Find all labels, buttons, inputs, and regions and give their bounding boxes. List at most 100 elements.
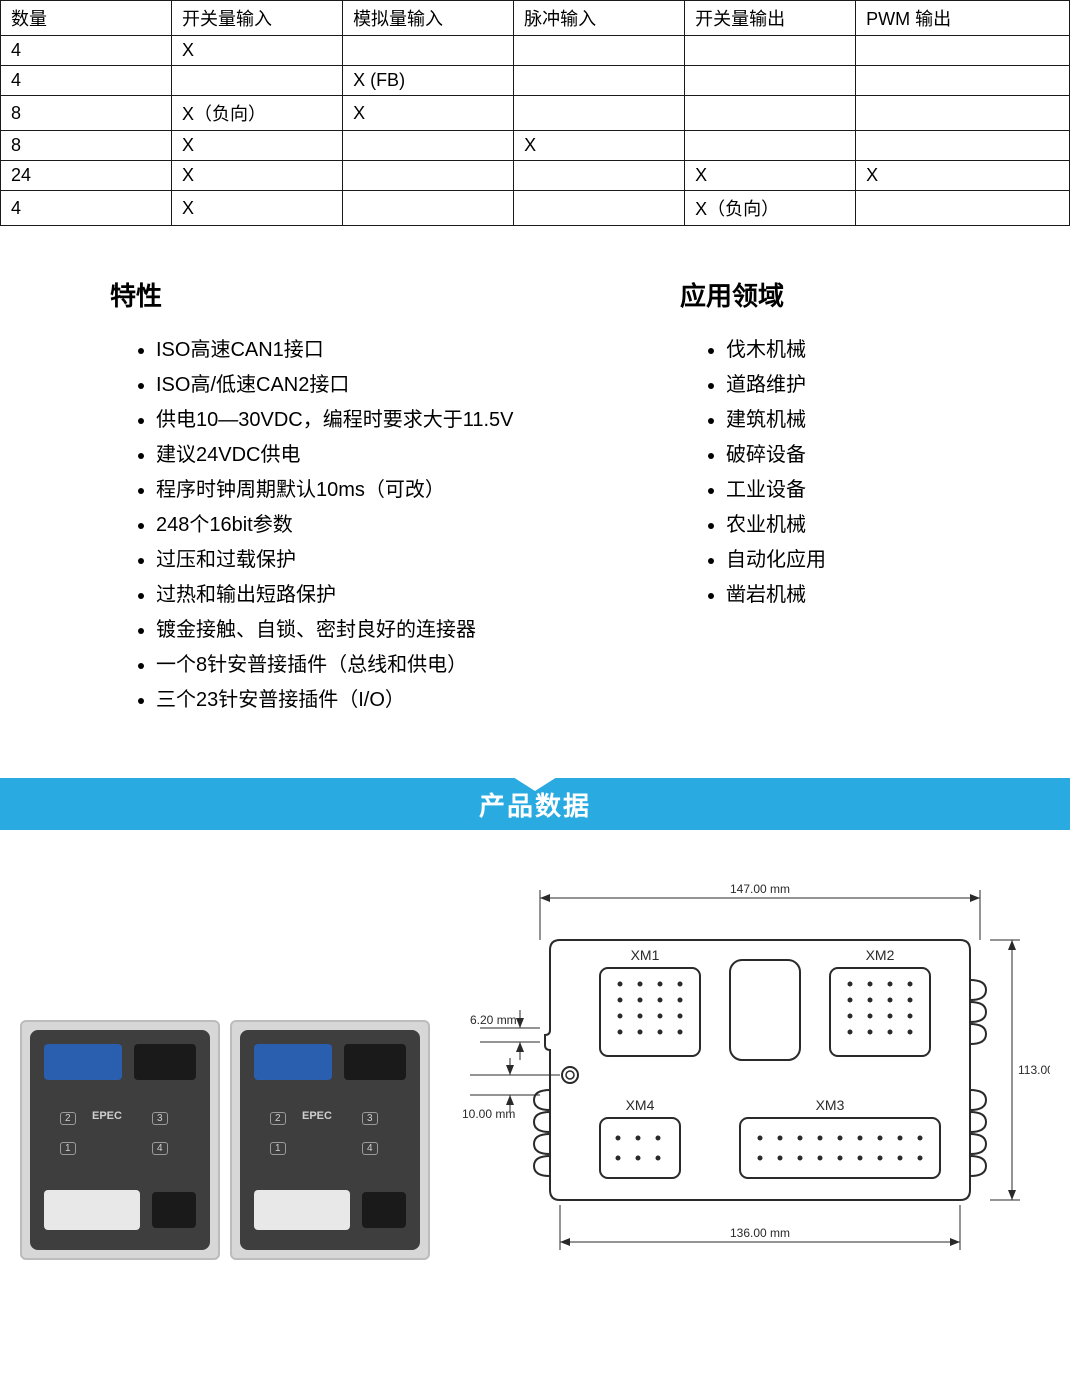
fins-left-icon: [534, 1090, 550, 1176]
table-row: 8X（负向）X: [1, 96, 1070, 131]
list-item: 供电10—30VDC，编程时要求大于11.5V: [156, 403, 600, 438]
list-item: 建筑机械: [726, 403, 980, 438]
table-cell: [343, 131, 514, 161]
table-cell: [514, 66, 685, 96]
applications-title: 应用领域: [680, 276, 980, 313]
table-cell: 4: [1, 191, 172, 226]
table-header-cell: 开关量输入: [172, 1, 343, 36]
connector-blue-icon: [254, 1044, 332, 1080]
connector-black-icon: [344, 1044, 406, 1080]
dim-outer-width: 147.00 mm: [730, 882, 790, 896]
table-header-cell: 开关量输出: [685, 1, 856, 36]
table-cell: [343, 161, 514, 191]
connector-white-icon: [44, 1190, 140, 1230]
table-cell: X: [172, 191, 343, 226]
table-cell: [856, 66, 1070, 96]
body-outline: [545, 940, 970, 1200]
table-row: 4X: [1, 36, 1070, 66]
table-cell: [685, 131, 856, 161]
table-cell: 4: [1, 66, 172, 96]
table-cell: [514, 36, 685, 66]
device-body: 2 3 1 4 EPEC: [30, 1030, 210, 1250]
table-cell: [514, 161, 685, 191]
list-item: 过压和过载保护: [156, 543, 600, 578]
dim-inner-width: 136.00 mm: [730, 1226, 790, 1240]
dim-hole-offset: 10.00 mm: [462, 1107, 515, 1121]
list-item: 自动化应用: [726, 543, 980, 578]
num-label: 4: [362, 1142, 378, 1155]
connector-small-icon: [362, 1192, 406, 1228]
table-cell: X: [856, 161, 1070, 191]
xm1-label: XM1: [631, 947, 660, 963]
dim-outer-height: 113.00 mm: [1018, 1063, 1050, 1077]
io-table: 数量开关量输入模拟量输入脉冲输入开关量输出PWM 输出 4X4X (FB)8X（…: [0, 0, 1070, 226]
product-photos: 2 3 1 4 EPEC 2 3 1 4 EPEC: [20, 1020, 430, 1260]
list-item: 伐木机械: [726, 333, 980, 368]
table-header-cell: PWM 输出: [856, 1, 1070, 36]
list-item: 建议24VDC供电: [156, 438, 600, 473]
num-label: 1: [60, 1142, 76, 1155]
brand-label: EPEC: [92, 1110, 122, 1122]
xm3-label: XM3: [816, 1097, 845, 1113]
table-cell: 8: [1, 96, 172, 131]
table-cell: X (FB): [343, 66, 514, 96]
table-cell: X: [685, 161, 856, 191]
connector-white-icon: [254, 1190, 350, 1230]
center-block: [730, 960, 800, 1060]
list-item: 道路维护: [726, 368, 980, 403]
table-cell: X: [343, 96, 514, 131]
list-item: 程序时钟周期默认10ms（可改）: [156, 473, 600, 508]
brand-label: EPEC: [302, 1110, 332, 1122]
dimension-diagram: 147.00 mm XM1: [460, 860, 1050, 1260]
device-body: 2 3 1 4 EPEC: [240, 1030, 420, 1250]
product-area: 2 3 1 4 EPEC 2 3 1 4 EPEC: [0, 830, 1070, 1260]
table-cell: [343, 36, 514, 66]
table-cell: [856, 131, 1070, 161]
xm3-pins-icon: [758, 1136, 923, 1161]
table-cell: [685, 66, 856, 96]
product-data-banner: 产品数据: [0, 778, 1070, 830]
list-item: ISO高速CAN1接口: [156, 333, 600, 368]
table-cell: X: [172, 131, 343, 161]
xm1-connector: [600, 968, 700, 1056]
table-cell: X（负向）: [172, 96, 343, 131]
table-header-row: 数量开关量输入模拟量输入脉冲输入开关量输出PWM 输出: [1, 1, 1070, 36]
dimension-svg: 147.00 mm XM1: [460, 860, 1050, 1260]
table-cell: X（负向）: [685, 191, 856, 226]
list-item: 三个23针安普接插件（I/O）: [156, 683, 600, 718]
xm2-label: XM2: [866, 947, 895, 963]
table-cell: [172, 66, 343, 96]
num-label: 2: [60, 1112, 76, 1125]
fins-right-icon: [970, 980, 986, 1176]
connector-black-icon: [134, 1044, 196, 1080]
xm1-pins-icon: [618, 982, 683, 1035]
table-cell: [514, 191, 685, 226]
xm2-pins-icon: [848, 982, 913, 1035]
table-cell: 8: [1, 131, 172, 161]
list-item: 过热和输出短路保护: [156, 578, 600, 613]
table-row: 8XX: [1, 131, 1070, 161]
xm2-connector: [830, 968, 930, 1056]
table-row: 4X X（负向）: [1, 191, 1070, 226]
xm4-connector: [600, 1118, 680, 1178]
applications-list: 伐木机械道路维护建筑机械破碎设备工业设备农业机械自动化应用凿岩机械: [680, 333, 980, 613]
device-photo-right: 2 3 1 4 EPEC: [230, 1020, 430, 1260]
list-item: 镀金接触、自锁、密封良好的连接器: [156, 613, 600, 648]
table-body: 4X4X (FB)8X（负向）X8XX24XXX4XX（负向）: [1, 36, 1070, 226]
features-title: 特性: [110, 276, 600, 313]
lists-section: 特性 ISO高速CAN1接口ISO高/低速CAN2接口供电10—30VDC，编程…: [0, 226, 1070, 768]
features-column: 特性 ISO高速CAN1接口ISO高/低速CAN2接口供电10—30VDC，编程…: [110, 276, 600, 718]
table-cell: 24: [1, 161, 172, 191]
num-label: 3: [152, 1112, 168, 1125]
num-label: 3: [362, 1112, 378, 1125]
table-cell: [685, 36, 856, 66]
table-cell: [856, 36, 1070, 66]
table-cell: [856, 191, 1070, 226]
num-label: 1: [270, 1142, 286, 1155]
table-cell: [685, 96, 856, 131]
table-row: 24XXX: [1, 161, 1070, 191]
table-cell: X: [514, 131, 685, 161]
table-row: 4 X (FB): [1, 66, 1070, 96]
list-item: ISO高/低速CAN2接口: [156, 368, 600, 403]
mounting-hole-icon: [562, 1067, 578, 1083]
